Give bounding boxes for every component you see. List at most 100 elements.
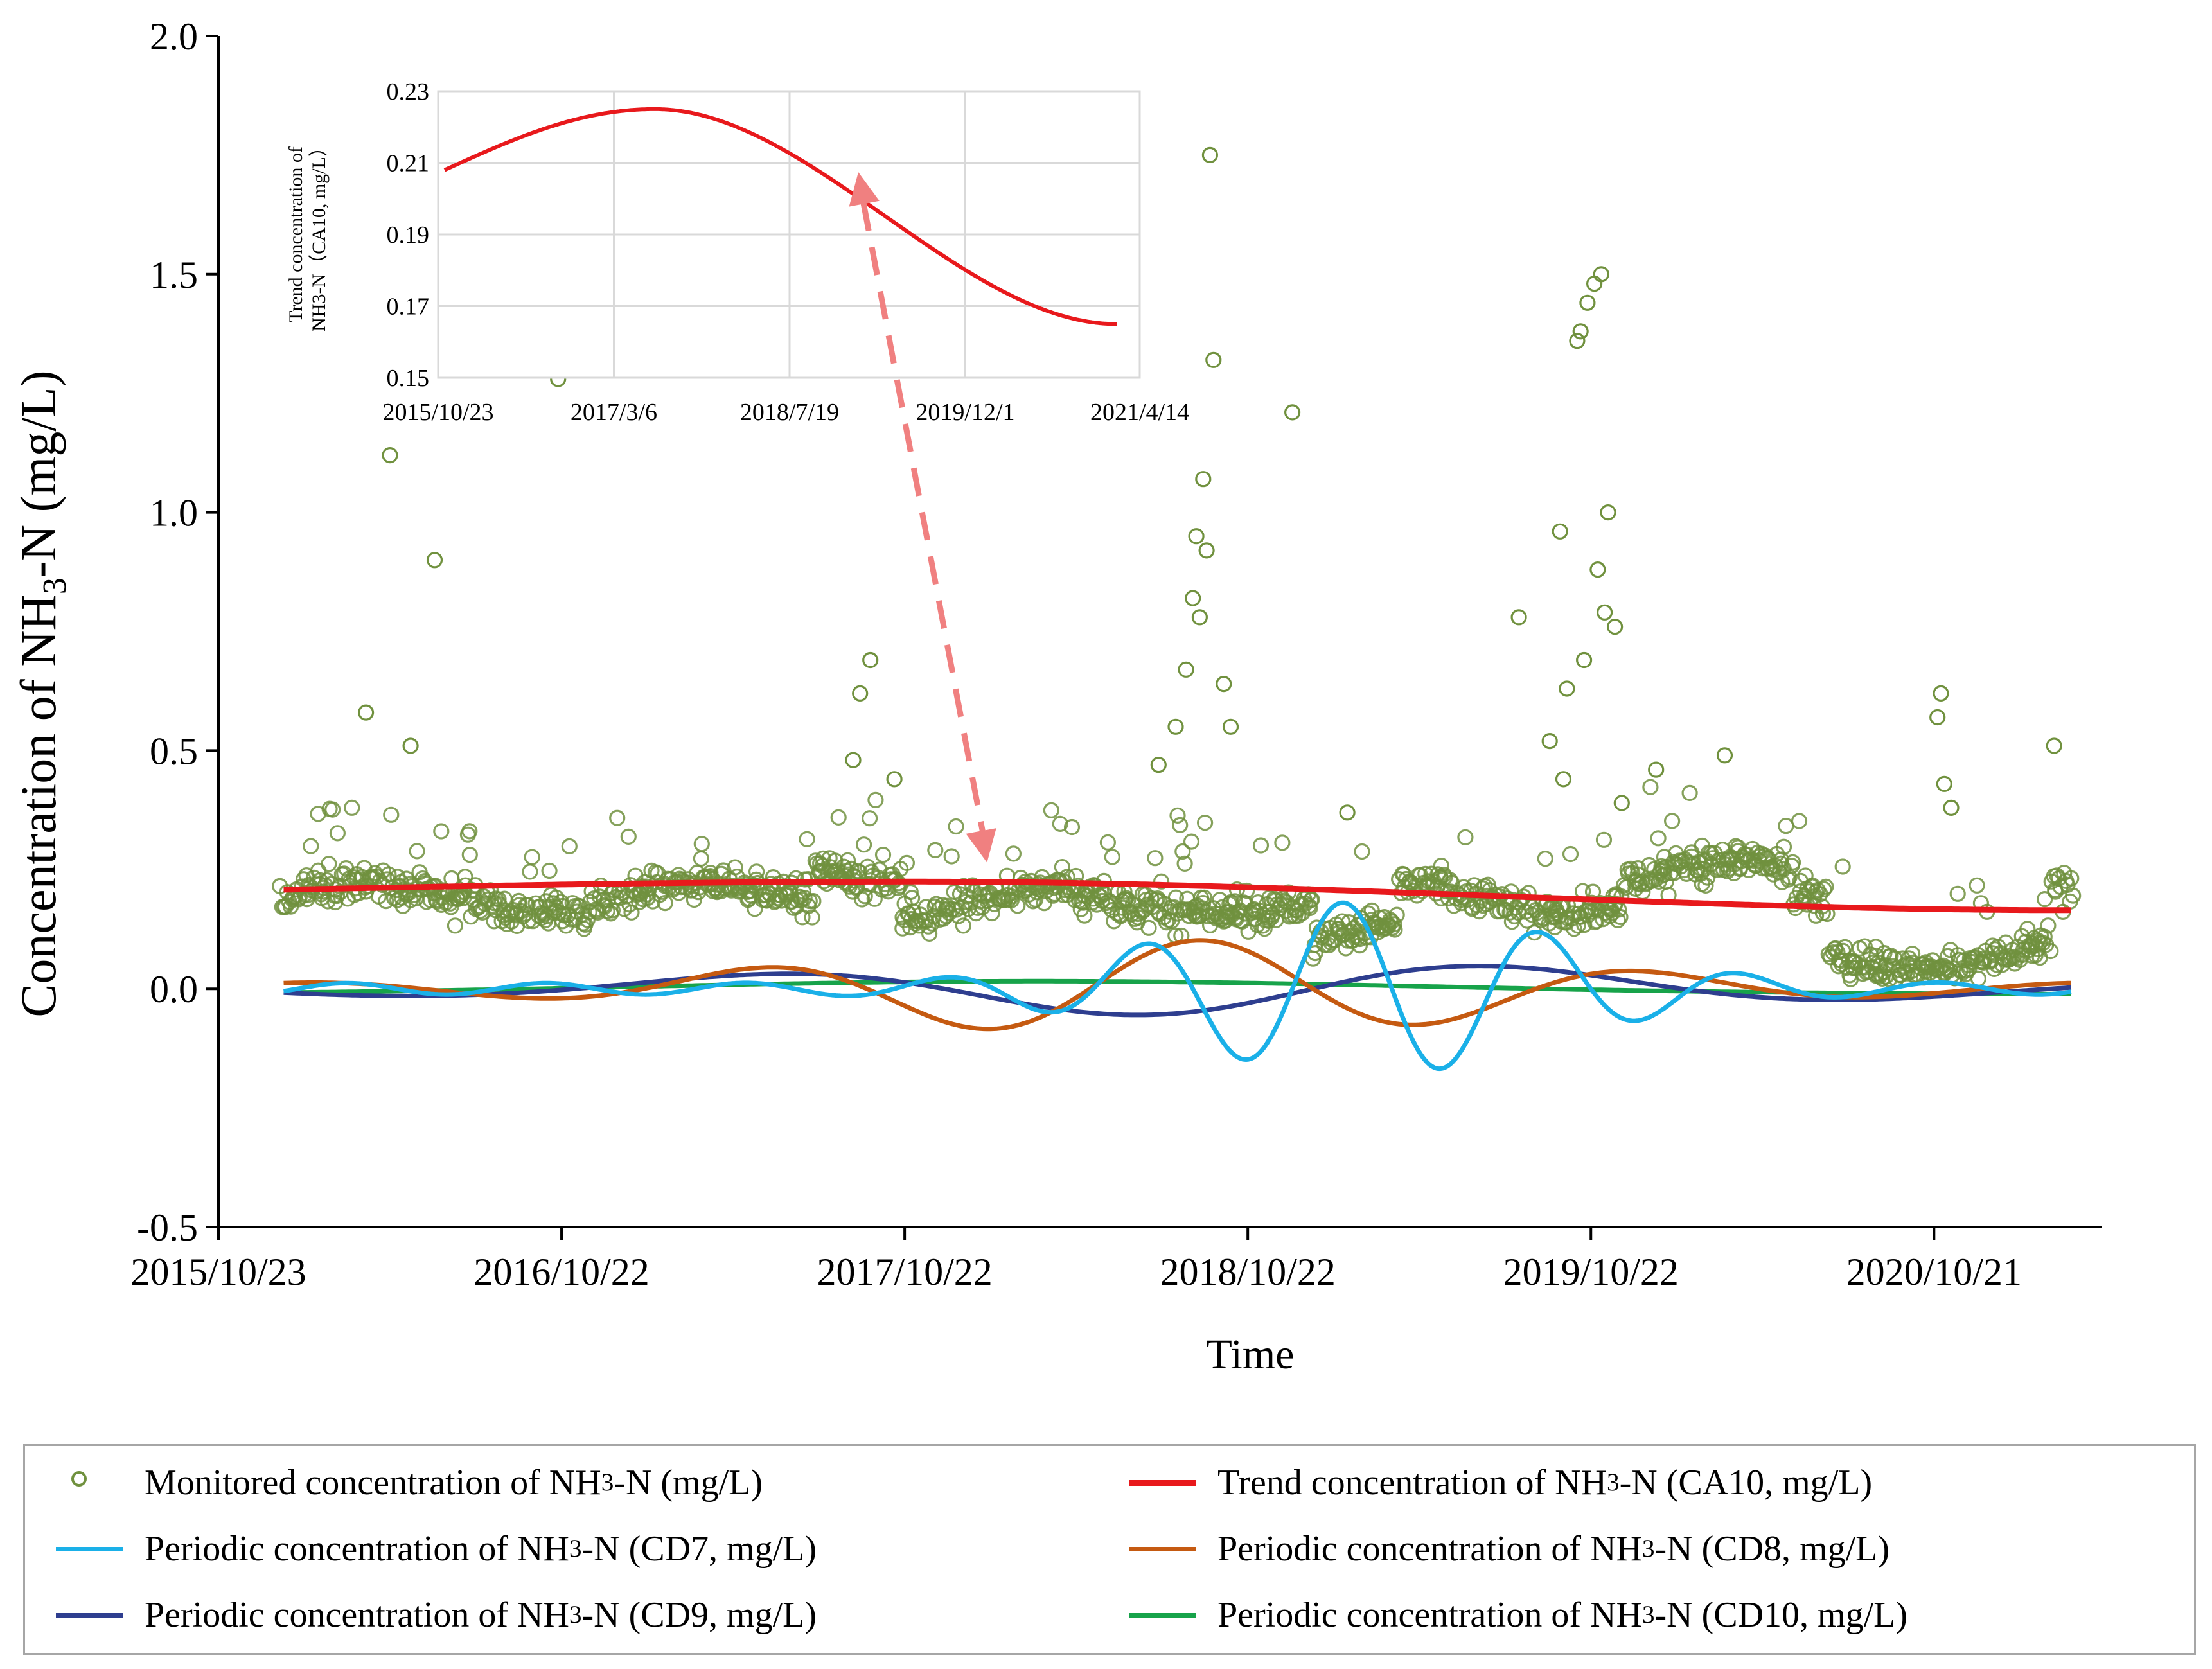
data-point xyxy=(1027,891,1044,908)
data-point xyxy=(541,862,558,879)
data-point xyxy=(1970,970,1986,987)
data-point-outlier xyxy=(1943,799,1960,817)
data-point xyxy=(1731,861,1748,878)
data-point xyxy=(2037,890,2053,908)
data-point xyxy=(1099,834,1117,851)
data-point xyxy=(1054,858,1071,876)
main-axes: -0.5 0.0 0.5 1.0 1.5 2.0 2015/10/23 2016/10/22 2… xyxy=(130,15,2102,1293)
data-point xyxy=(519,897,536,914)
data-point xyxy=(303,838,319,854)
data-point xyxy=(1238,882,1255,899)
data-point xyxy=(1009,897,1026,914)
x-tick-label: 2015/10/23 xyxy=(130,1251,306,1293)
data-point xyxy=(329,825,346,842)
x-tick-label: 2020/10/21 xyxy=(1846,1251,2022,1293)
data-point-outlier xyxy=(1933,685,1949,702)
data-point xyxy=(1302,899,1318,917)
data-point xyxy=(344,799,360,816)
data-point xyxy=(1856,938,1873,955)
data-point xyxy=(1442,872,1458,888)
data-point xyxy=(1063,818,1081,836)
inset-y-axis-label: Trend concentration of NH3-N（CA10, mg/L） xyxy=(285,137,330,331)
data-point-outlier xyxy=(357,704,375,721)
data-point xyxy=(748,863,765,880)
data-point-outlier xyxy=(1569,332,1586,349)
data-point xyxy=(1504,892,1521,908)
data-point-outlier xyxy=(1191,609,1208,626)
data-point xyxy=(623,904,640,921)
y-tick-label: -0.5 xyxy=(137,1206,198,1249)
data-point xyxy=(345,869,362,886)
data-point xyxy=(1153,873,1170,890)
data-point xyxy=(1354,843,1370,860)
data-point xyxy=(1882,948,1899,964)
series-lines xyxy=(283,878,2072,1072)
data-point xyxy=(1751,847,1768,865)
data-point xyxy=(443,870,460,887)
legend-swatch-cd10 xyxy=(1129,1613,1196,1618)
data-point-outlier xyxy=(1648,761,1665,778)
data-point-outlier xyxy=(845,752,862,768)
data-point xyxy=(854,891,871,908)
inset-y-tick-label: 0.23 xyxy=(387,78,430,105)
data-point xyxy=(867,791,884,808)
inset-chart: 0.15 0.17 0.19 0.21 0.23 2015/10/23 2017/3/6 20… xyxy=(285,78,1189,426)
data-point-outlier xyxy=(1339,804,1356,821)
data-point-outlier xyxy=(1593,266,1609,283)
data-point-outlier xyxy=(1222,718,1239,735)
data-point xyxy=(1656,866,1673,883)
series-line-trend-ca10 xyxy=(283,878,2071,914)
inset-x-tick-label: 2015/10/23 xyxy=(382,399,493,426)
data-point xyxy=(1433,857,1449,874)
data-point xyxy=(1352,930,1368,948)
data-point xyxy=(1697,877,1714,894)
data-point xyxy=(1642,779,1659,795)
data-point-outlier xyxy=(1188,528,1205,545)
data-point xyxy=(2042,942,2059,960)
data-point xyxy=(1664,813,1681,829)
data-point-outlier xyxy=(1613,795,1630,811)
data-point-outlier xyxy=(1929,709,1946,726)
data-point xyxy=(2065,887,2082,904)
data-point xyxy=(1969,877,1985,894)
data-point xyxy=(1904,946,1921,962)
data-point-outlier xyxy=(1607,618,1624,635)
inset-x-tick-label: 2017/3/6 xyxy=(571,399,657,426)
data-point xyxy=(1172,817,1189,834)
data-point xyxy=(1169,807,1186,824)
data-point xyxy=(324,801,341,818)
data-point xyxy=(1785,854,1801,871)
legend-item-cd7: Periodic concentration of NH 3 -N (CD7, mg… xyxy=(51,1520,817,1578)
data-point xyxy=(461,823,478,840)
data-point-outlier xyxy=(1195,471,1212,488)
data-point xyxy=(378,892,394,910)
data-point xyxy=(1076,907,1093,924)
y-tick-label: 1.5 xyxy=(150,254,198,296)
data-point xyxy=(383,806,400,823)
data-point xyxy=(620,828,637,845)
x-axis-label: Time xyxy=(1207,1331,1295,1378)
data-point xyxy=(1290,907,1307,924)
y-tick-label: 0.0 xyxy=(150,968,198,1011)
data-point-outlier xyxy=(1185,590,1201,606)
data-point xyxy=(1104,849,1120,865)
data-point xyxy=(1609,912,1626,928)
data-point xyxy=(859,858,876,875)
data-point xyxy=(1320,937,1338,953)
y-axis-label: Concentration of NH3-N (mg/L) xyxy=(10,370,73,1017)
inset-y-tick-label: 0.17 xyxy=(387,294,430,321)
data-point-outlier xyxy=(1216,675,1232,693)
data-point xyxy=(1388,906,1405,923)
legend-item-trend: Trend concentration of NH 3 -N (CA10, mg/L… xyxy=(1124,1454,1872,1512)
data-point xyxy=(839,852,856,869)
data-point-outlier xyxy=(852,685,869,702)
data-point xyxy=(461,846,478,863)
data-point xyxy=(1778,817,1794,834)
data-point xyxy=(1949,885,1966,902)
data-point-outlier xyxy=(2046,737,2062,754)
data-point-outlier xyxy=(1600,504,1616,521)
data-point xyxy=(522,863,538,880)
data-point xyxy=(804,909,820,926)
data-point xyxy=(1252,837,1270,854)
data-point xyxy=(637,878,655,895)
